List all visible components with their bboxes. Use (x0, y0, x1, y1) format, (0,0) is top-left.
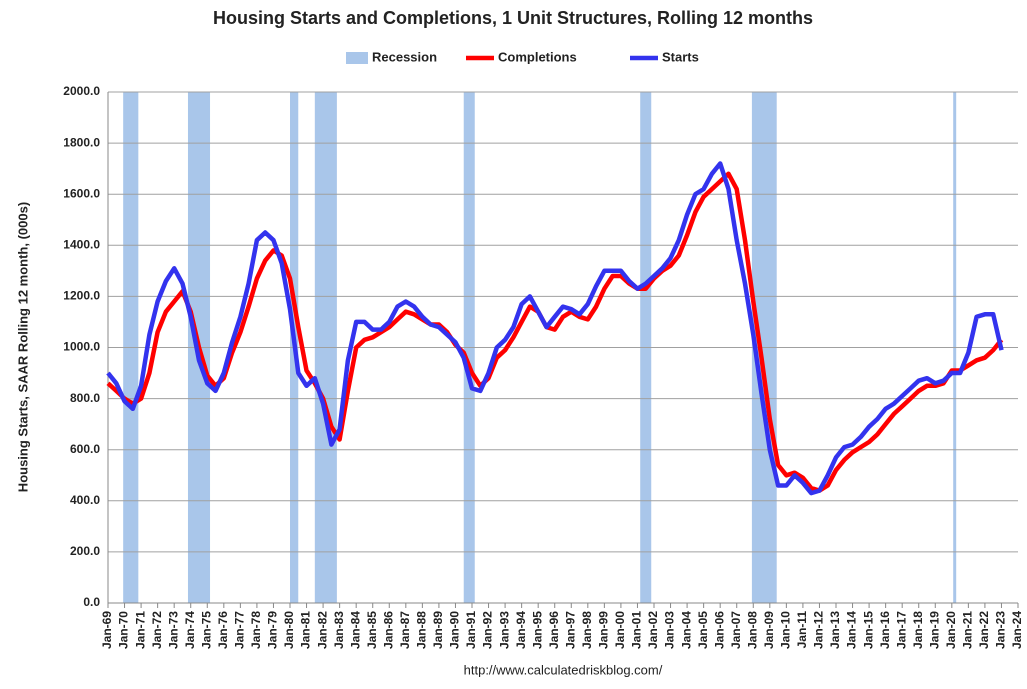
x-tick-label: Jan-87 (398, 611, 412, 649)
x-tick-label: Jan-93 (497, 611, 511, 649)
x-tick-label: Jan-85 (365, 611, 379, 649)
x-tick-label: Jan-98 (580, 611, 594, 649)
x-tick-label: Jan-96 (547, 611, 561, 649)
x-tick-label: Jan-21 (961, 611, 975, 649)
x-tick-label: Jan-84 (348, 611, 362, 649)
y-tick-label: 600.0 (70, 442, 100, 456)
x-tick-label: Jan-16 (878, 611, 892, 649)
y-axis-label: Housing Starts, SAAR Rolling 12 month, (… (15, 202, 30, 492)
x-tick-label: Jan-24 (1010, 611, 1024, 649)
source: http://www.calculatedriskblog.com/ (464, 662, 663, 677)
x-tick-label: Jan-05 (696, 611, 710, 649)
x-tick-label: Jan-73 (166, 611, 180, 649)
x-tick-label: Jan-11 (795, 611, 809, 649)
series-line (106, 161, 1004, 496)
x-tick-label: Jan-91 (464, 611, 478, 649)
x-tick-label: Jan-22 (977, 611, 991, 649)
x-tick-label: Jan-88 (415, 611, 429, 649)
x-tick-label: Jan-74 (183, 611, 197, 649)
x-tick-label: Jan-09 (762, 611, 776, 649)
x-tick-label: Jan-75 (199, 611, 213, 649)
x-tick-label: Jan-03 (663, 611, 677, 649)
x-tick-label: Jan-17 (894, 611, 908, 649)
x-tick-label: Jan-08 (745, 611, 759, 649)
x-tick-label: Jan-95 (530, 611, 544, 649)
y-tick-label: 2000.0 (63, 84, 100, 98)
x-tick-label: Jan-04 (679, 611, 693, 649)
x-tick-label: Jan-76 (216, 611, 230, 649)
x-tick-label: Jan-92 (481, 611, 495, 649)
y-tick-label: 1800.0 (63, 135, 100, 149)
y-tick-label: 200.0 (70, 544, 100, 558)
y-tick-label: 1600.0 (63, 186, 100, 200)
x-tick-label: Jan-01 (630, 611, 644, 649)
x-tick-label: Jan-82 (315, 611, 329, 649)
x-tick-label: Jan-89 (431, 611, 445, 649)
x-tick-label: Jan-19 (927, 611, 941, 649)
x-tick-label: Jan-18 (911, 611, 925, 649)
x-tick-label: Jan-99 (597, 611, 611, 649)
x-tick-label: Jan-71 (133, 611, 147, 649)
chart-title: Housing Starts and Completions, 1 Unit S… (213, 8, 813, 28)
x-tick-label: Jan-00 (613, 611, 627, 649)
x-tick-label: Jan-12 (812, 611, 826, 649)
x-tick-label: Jan-97 (563, 611, 577, 649)
x-tick-label: Jan-72 (150, 611, 164, 649)
x-tick-label: Jan-14 (845, 611, 859, 649)
x-tick-label: Jan-07 (729, 611, 743, 649)
x-tick-label: Jan-94 (514, 611, 528, 649)
x-tick-label: Jan-20 (944, 611, 958, 649)
legend-label: Recession (372, 49, 437, 64)
x-tick-label: Jan-13 (828, 611, 842, 649)
y-tick-label: 800.0 (70, 391, 100, 405)
x-tick-label: Jan-23 (994, 611, 1008, 649)
y-tick-label: 1000.0 (63, 340, 100, 354)
y-tick-label: 1400.0 (63, 237, 100, 251)
x-tick-label: Jan-81 (299, 611, 313, 649)
x-tick-label: Jan-69 (100, 611, 114, 649)
x-tick-label: Jan-78 (249, 611, 263, 649)
x-tick-label: Jan-15 (861, 611, 875, 649)
x-tick-label: Jan-80 (282, 611, 296, 649)
y-tick-label: 400.0 (70, 493, 100, 507)
x-tick-label: Jan-77 (233, 611, 247, 649)
series-line (106, 171, 1004, 493)
x-tick-label: Jan-10 (779, 611, 793, 649)
legend-label: Starts (662, 49, 699, 64)
x-tick-label: Jan-06 (712, 611, 726, 649)
x-tick-label: Jan-70 (117, 611, 131, 649)
x-tick-label: Jan-83 (332, 611, 346, 649)
y-tick-label: 0.0 (83, 595, 100, 609)
legend-label: Completions (498, 49, 577, 64)
legend-swatch (346, 52, 368, 64)
x-tick-label: Jan-90 (448, 611, 462, 649)
x-tick-label: Jan-79 (266, 611, 280, 649)
y-tick-label: 1200.0 (63, 289, 100, 303)
x-tick-label: Jan-86 (381, 611, 395, 649)
x-tick-label: Jan-02 (646, 611, 660, 649)
